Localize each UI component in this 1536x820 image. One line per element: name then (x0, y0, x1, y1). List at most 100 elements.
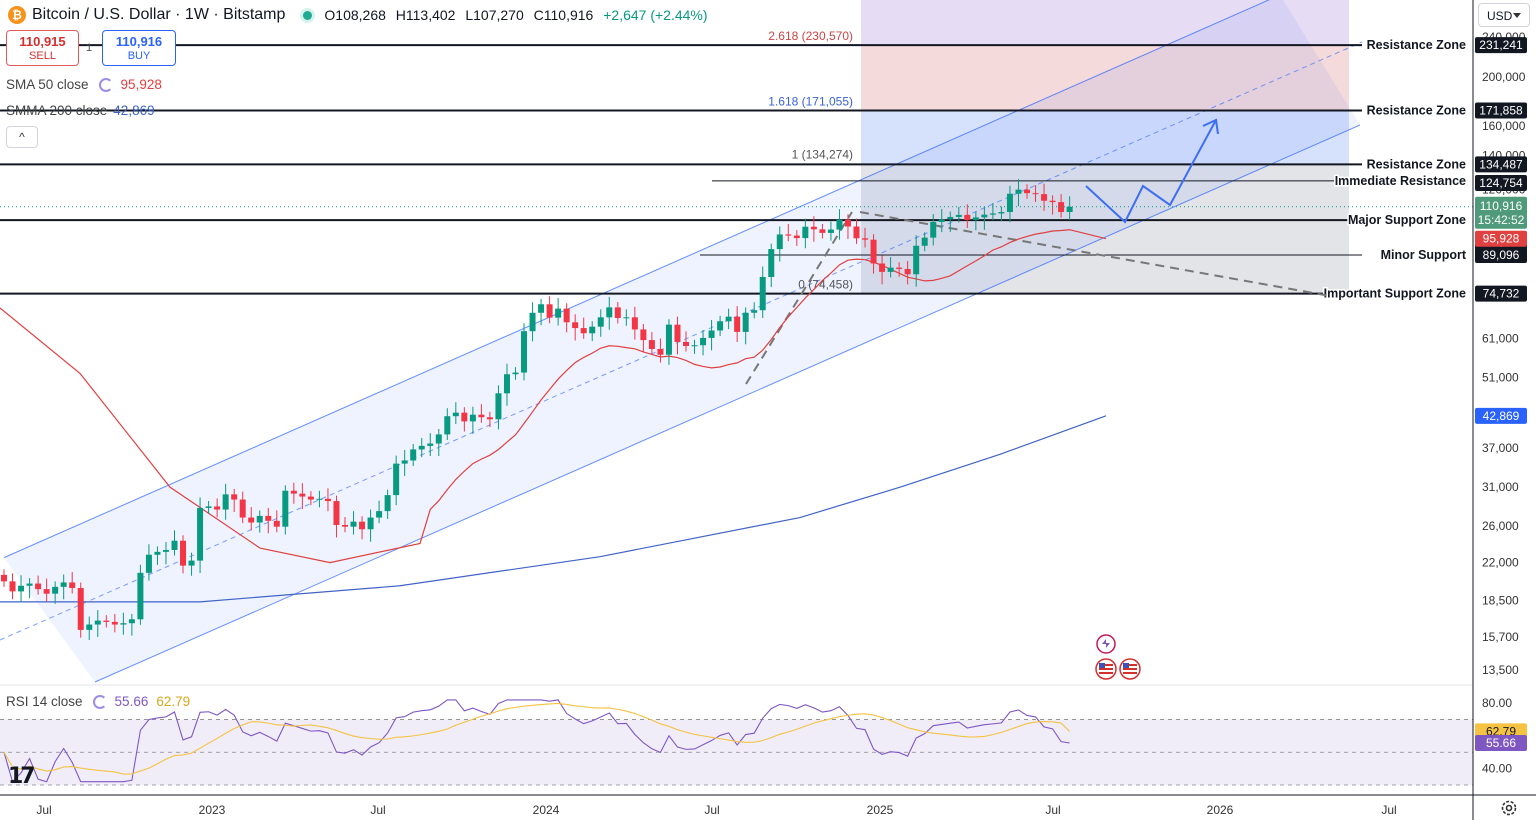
candle-body (691, 345, 698, 347)
candle-down (785, 223, 792, 242)
price-tag-bg (1475, 230, 1527, 247)
x-tick-label: Jul (370, 803, 385, 817)
rsi-tick-label: 40.00 (1482, 762, 1512, 776)
x-tick-label: 2023 (199, 803, 226, 817)
candle-up (913, 235, 920, 287)
refresh-icon[interactable] (92, 694, 107, 709)
zone-label: Immediate Resistance (1335, 174, 1466, 188)
symbol-title[interactable]: Bitcoin / U.S. Dollar · 1W · Bitstamp (32, 6, 286, 23)
candle-up (1066, 196, 1073, 220)
price-tag: 74,732 (1475, 285, 1527, 302)
candle-up (938, 208, 945, 233)
candle-body (793, 235, 800, 239)
candle-body (154, 551, 161, 555)
candle-up (120, 612, 127, 635)
rsi-legend[interactable]: RSI 14 close 55.66 62.79 (6, 694, 190, 709)
settings-gear-icon[interactable] (1500, 799, 1518, 817)
candle-body (870, 239, 877, 264)
candle-up (137, 564, 144, 625)
candle-body (998, 212, 1005, 214)
rsi-value-tag: 55.66 (1475, 735, 1527, 752)
candle-body (776, 234, 783, 250)
price-tag: 42,869 (1475, 407, 1527, 424)
candle-body (376, 511, 383, 518)
candle-down (299, 483, 306, 510)
price-tag: 231,241 (1475, 37, 1527, 54)
candle-body (393, 463, 400, 496)
candle-down (1058, 194, 1065, 218)
candle-down (43, 578, 50, 602)
candle-up (1006, 185, 1013, 223)
collapse-legend-button[interactable]: ^ (6, 126, 38, 148)
candle-down (580, 317, 587, 339)
sparkle-icon[interactable] (1096, 634, 1116, 654)
sma50-legend[interactable]: SMA 50 close 95,928 (6, 77, 162, 92)
candle-up (981, 206, 988, 230)
sell-price: 110,915 (19, 34, 66, 49)
candle-body (444, 416, 451, 435)
candle-up (802, 218, 809, 249)
candle-body (674, 324, 681, 342)
candle-body (938, 219, 945, 222)
candle-body (231, 494, 238, 500)
channel-lower-line (94, 124, 1361, 683)
candle-down (1024, 184, 1030, 199)
candle-up (708, 319, 715, 351)
us-flag-icon[interactable] (1095, 658, 1117, 680)
buy-button[interactable]: 110,916 BUY (102, 30, 176, 66)
candle-body (35, 583, 42, 590)
y-tick-label: 61,000 (1482, 331, 1519, 345)
candle-body (1041, 194, 1048, 201)
y-tick-label: 160,000 (1482, 119, 1526, 133)
candle-body (256, 515, 263, 523)
ohlc-low: L107,270 (465, 7, 524, 23)
candle-body (401, 460, 408, 464)
candle-body (580, 328, 587, 334)
candle-up (827, 221, 834, 241)
x-tick-label: 2024 (533, 803, 560, 817)
candle-down (734, 306, 741, 343)
candle-body (359, 521, 366, 530)
y-tick-label: 31,000 (1482, 480, 1519, 494)
candle-up (154, 546, 161, 565)
smma200-label: SMMA 200 close (6, 103, 108, 118)
price-tag-text: 62.79 (1486, 724, 1516, 738)
candle-down (614, 301, 621, 324)
candle-down (896, 262, 903, 277)
candle-up (998, 206, 1005, 222)
refresh-icon[interactable] (98, 77, 113, 92)
candle-up (350, 511, 357, 535)
smma200-value: 42,869 (113, 103, 155, 118)
candle-up (205, 500, 212, 514)
event-icons[interactable] (1090, 632, 1150, 686)
candle-body (486, 417, 493, 420)
candle-body (657, 348, 664, 355)
candle-up (367, 509, 374, 542)
candle-body (964, 214, 971, 221)
candle-up (18, 575, 25, 602)
fib-zone-top (861, 0, 1349, 46)
candle-body (69, 582, 76, 588)
candle-up (972, 211, 979, 231)
us-flag-icon[interactable] (1119, 658, 1141, 680)
candle-body (640, 329, 647, 341)
sell-button[interactable]: 110,915 SELL (6, 30, 79, 66)
candle-body (921, 237, 928, 246)
ohlc-open: O108,268 (324, 7, 386, 23)
smma200-legend[interactable]: SMMA 200 close 42,869 (6, 103, 155, 118)
candle-body (94, 620, 101, 625)
y-tick-label: 13,500 (1482, 663, 1519, 677)
candle-body (495, 393, 502, 420)
price-tag-text: 134,487 (1479, 157, 1523, 171)
candle-body (947, 216, 954, 220)
candle-down (214, 498, 221, 518)
ohlc-high: H113,402 (395, 7, 456, 23)
candle-body (810, 226, 817, 230)
zone-label: Important Support Zone (1324, 287, 1466, 301)
candle-down (77, 582, 84, 638)
candle-body (631, 317, 638, 330)
candle-body (367, 517, 374, 530)
currency-select[interactable]: USD (1478, 3, 1530, 27)
